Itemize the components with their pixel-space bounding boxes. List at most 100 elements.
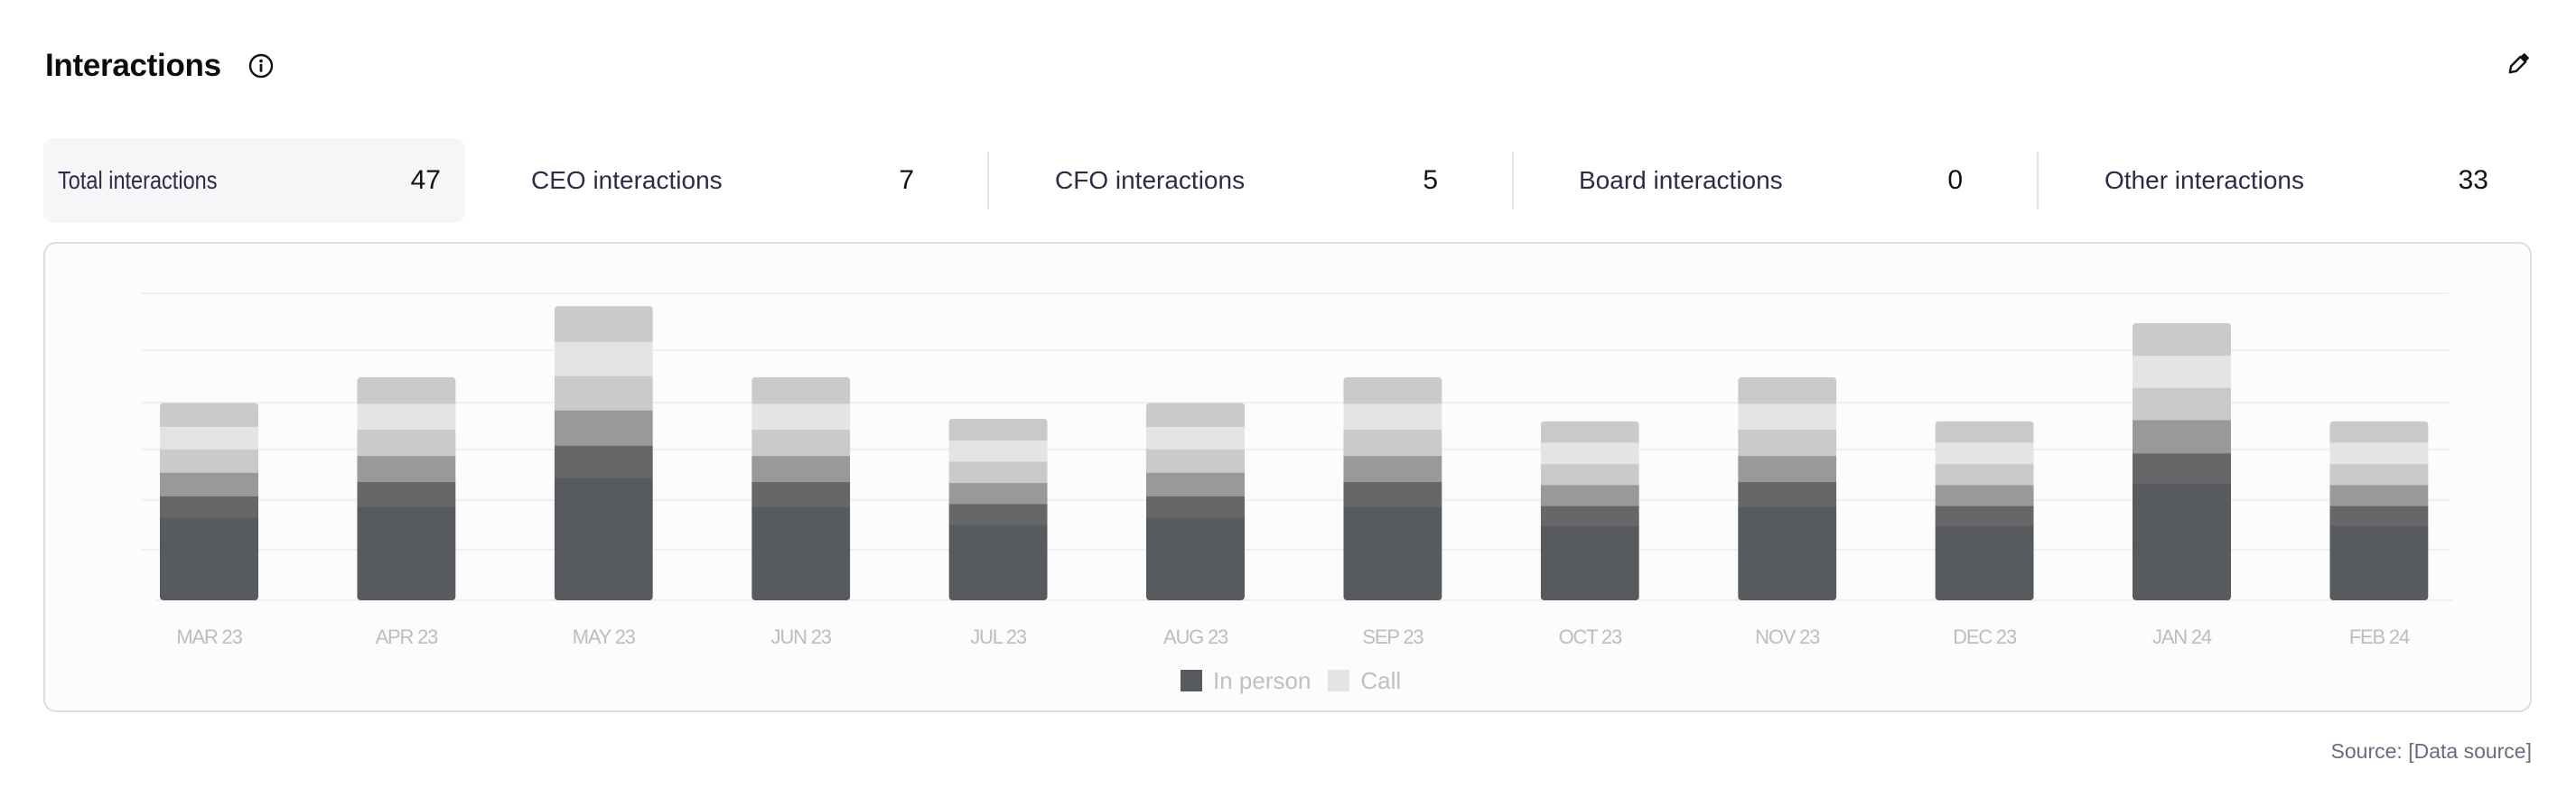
- bar-nov-23[interactable]: [1738, 376, 1837, 601]
- legend-item-in-person[interactable]: In person: [1181, 669, 1311, 692]
- stats-tabs: Total interactions 47 CEO interactions 7…: [43, 138, 2532, 223]
- bar-segment-series-4[interactable]: [1540, 463, 1639, 486]
- bar-segment-series-6[interactable]: [357, 376, 456, 404]
- bar-segment-call[interactable]: [1540, 441, 1639, 465]
- info-circle-icon[interactable]: [248, 53, 274, 79]
- bar-segment-series-4[interactable]: [2329, 463, 2429, 486]
- bar-segment-in-person[interactable]: [1343, 506, 1442, 600]
- bar-segment-in-person[interactable]: [2329, 525, 2429, 600]
- bar-jun-23[interactable]: [751, 376, 851, 601]
- bar-segment-call[interactable]: [1935, 441, 2034, 465]
- bar-segment-series-3[interactable]: [2133, 419, 2231, 454]
- bar-segment-in-person[interactable]: [1935, 525, 2034, 600]
- bar-segment-series-3[interactable]: [2329, 484, 2429, 506]
- tab-total-interactions[interactable]: Total interactions 47: [43, 138, 465, 223]
- stat-label: CFO interactions: [1055, 166, 1246, 194]
- x-axis-label: MAR 23: [176, 626, 242, 648]
- bar-segment-call[interactable]: [160, 426, 258, 450]
- bar-segment-series-3[interactable]: [1738, 455, 1837, 483]
- bar-segment-series-3[interactable]: [1540, 484, 1639, 506]
- bar-sep-23[interactable]: [1343, 376, 1442, 601]
- bar-segment-call[interactable]: [751, 403, 851, 431]
- bar-segment-series-4[interactable]: [1343, 429, 1442, 457]
- bar-segment-call[interactable]: [554, 341, 653, 376]
- bar-apr-23[interactable]: [357, 376, 456, 601]
- bar-segment-in-person[interactable]: [1146, 517, 1245, 600]
- x-axis-label: JAN 24: [2152, 626, 2212, 648]
- bar-segment-in-person[interactable]: [1738, 506, 1837, 600]
- tab-other-interactions[interactable]: Other interactions 33: [2038, 138, 2532, 223]
- bar-segment-series-4[interactable]: [1935, 463, 2034, 486]
- bar-feb-24[interactable]: [2329, 421, 2429, 601]
- bar-segment-series-3[interactable]: [160, 472, 258, 496]
- bar-segment-series-3[interactable]: [751, 455, 851, 483]
- bar-segment-series-2[interactable]: [1935, 506, 2034, 526]
- bar-segment-series-6[interactable]: [948, 418, 1048, 441]
- bar-segment-series-6[interactable]: [751, 376, 851, 404]
- bar-segment-series-4[interactable]: [1738, 429, 1837, 457]
- bar-segment-series-6[interactable]: [1738, 376, 1837, 404]
- bar-jan-24[interactable]: [2133, 322, 2231, 601]
- tab-ceo-interactions[interactable]: CEO interactions 7: [465, 138, 988, 223]
- bar-segment-series-4[interactable]: [751, 429, 851, 457]
- bar-segment-series-2[interactable]: [1343, 481, 1442, 507]
- bar-segment-call[interactable]: [948, 440, 1048, 462]
- x-axis-labels: MAR 23 APR 23 MAY 23 JUN 23 JUL 23 AUG 23 SEP …: [176, 626, 2411, 648]
- bar-segment-in-person[interactable]: [948, 524, 1048, 600]
- bar-segment-series-2[interactable]: [751, 481, 851, 507]
- bar-segment-series-6[interactable]: [2329, 421, 2429, 443]
- bar-segment-in-person[interactable]: [751, 506, 851, 600]
- bar-mar-23[interactable]: [160, 403, 258, 600]
- stat-value: 5: [1423, 165, 1438, 195]
- bar-segment-call[interactable]: [357, 403, 456, 431]
- bar-segment-series-4[interactable]: [1146, 449, 1245, 473]
- bar-dec-23[interactable]: [1935, 421, 2034, 601]
- bar-segment-series-3[interactable]: [1146, 472, 1245, 496]
- bar-segment-series-6[interactable]: [1540, 421, 1639, 443]
- bar-segment-in-person[interactable]: [554, 478, 653, 601]
- bar-segment-series-4[interactable]: [160, 449, 258, 473]
- bar-segment-series-6[interactable]: [2133, 322, 2231, 357]
- bar-segment-in-person[interactable]: [2133, 483, 2231, 601]
- bar-segment-call[interactable]: [1738, 403, 1837, 431]
- bar-segment-series-2[interactable]: [357, 481, 456, 507]
- bar-segment-series-6[interactable]: [1343, 376, 1442, 404]
- bar-segment-series-3[interactable]: [357, 455, 456, 483]
- edit-button[interactable]: [2504, 51, 2533, 79]
- bar-segment-series-3[interactable]: [948, 482, 1048, 505]
- bar-segment-series-2[interactable]: [160, 496, 258, 518]
- bar-segment-series-6[interactable]: [1935, 421, 2034, 443]
- bar-aug-23[interactable]: [1146, 403, 1245, 600]
- bar-segment-series-3[interactable]: [1343, 455, 1442, 483]
- bar-segment-series-2[interactable]: [1146, 496, 1245, 518]
- legend-item-call[interactable]: Call: [1328, 669, 1401, 692]
- bar-segment-in-person[interactable]: [160, 517, 258, 600]
- bar-segment-call[interactable]: [1146, 426, 1245, 450]
- bar-segment-series-2[interactable]: [948, 503, 1048, 525]
- bar-segment-series-2[interactable]: [1738, 481, 1837, 507]
- bar-segment-series-4[interactable]: [554, 376, 653, 411]
- bar-segment-series-2[interactable]: [2133, 452, 2231, 485]
- bar-segment-in-person[interactable]: [1540, 525, 1639, 600]
- bar-segment-series-4[interactable]: [948, 460, 1048, 484]
- bar-segment-series-6[interactable]: [1146, 403, 1245, 427]
- bar-segment-in-person[interactable]: [357, 506, 456, 600]
- tab-cfo-interactions[interactable]: CFO interactions 5: [988, 138, 1513, 223]
- bar-segment-series-2[interactable]: [2329, 506, 2429, 526]
- bar-oct-23[interactable]: [1540, 421, 1639, 601]
- bar-segment-series-3[interactable]: [1935, 484, 2034, 506]
- bar-segment-call[interactable]: [2133, 355, 2231, 388]
- bar-may-23[interactable]: [554, 306, 653, 601]
- bar-segment-series-3[interactable]: [554, 410, 653, 446]
- bar-segment-series-4[interactable]: [357, 429, 456, 457]
- bar-segment-series-2[interactable]: [1540, 506, 1639, 526]
- bar-segment-call[interactable]: [2329, 441, 2429, 465]
- bar-segment-call[interactable]: [1343, 403, 1442, 431]
- bar-segment-series-4[interactable]: [2133, 387, 2231, 421]
- bar-jul-23[interactable]: [948, 418, 1048, 601]
- stat-value: 0: [1947, 165, 1963, 195]
- tab-board-interactions[interactable]: Board interactions 0: [1513, 138, 2038, 223]
- bar-segment-series-6[interactable]: [160, 403, 258, 427]
- bar-segment-series-2[interactable]: [554, 445, 653, 478]
- bar-segment-series-6[interactable]: [554, 306, 653, 342]
